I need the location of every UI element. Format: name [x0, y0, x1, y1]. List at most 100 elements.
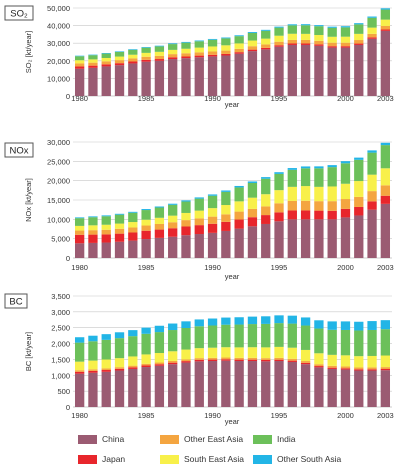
- bar-segment: [114, 233, 125, 242]
- bar-segment: [287, 200, 297, 211]
- bar-segment: [221, 38, 231, 46]
- bar-segment: [141, 365, 151, 368]
- bar-segment: [221, 347, 231, 358]
- bar-segment: [74, 68, 85, 96]
- bar-segment: [327, 165, 337, 168]
- bar-segment: [340, 46, 351, 48]
- legend-swatch: [78, 434, 97, 444]
- bar-segment: [300, 362, 311, 365]
- legend-label: Other East Asia: [184, 434, 244, 444]
- bar-segment: [247, 46, 258, 50]
- bar-segment: [207, 38, 218, 40]
- bar-segment: [141, 333, 151, 355]
- bar-segment: [234, 361, 244, 407]
- bar-segment: [194, 326, 204, 349]
- bar-segment: [247, 347, 258, 358]
- bar-segment: [88, 217, 98, 226]
- bar-segment: [128, 336, 138, 357]
- bar-segment: [367, 33, 377, 38]
- y-axis-label: SO₂ [kt/year]: [24, 31, 33, 74]
- bar-segment: [340, 47, 351, 96]
- bar-segment: [354, 369, 364, 371]
- x-tick-label: 1980: [71, 411, 88, 420]
- bar-segment: [128, 58, 138, 62]
- bar-segment: [300, 166, 311, 169]
- y-axis-label: NOx [kt/year]: [24, 178, 33, 222]
- bar-segment: [207, 46, 218, 52]
- bar-segment: [261, 47, 271, 50]
- bar-segment: [221, 53, 231, 56]
- bar-segment: [88, 360, 98, 370]
- bar-segment: [261, 223, 271, 258]
- chart-title: BC: [9, 297, 22, 308]
- bar-segment: [101, 359, 111, 369]
- x-tick-label: 1995: [271, 411, 288, 420]
- bar-segment: [261, 215, 271, 224]
- bar-segment: [141, 225, 151, 231]
- bar-segment: [367, 174, 377, 192]
- bar-segment: [128, 227, 138, 233]
- bar-segment: [194, 210, 204, 219]
- bar-segment: [154, 60, 165, 96]
- bar-segment: [287, 186, 297, 201]
- x-tick-label: 1995: [271, 94, 288, 103]
- bar-segment: [207, 347, 218, 358]
- x-tick-label: 1980: [71, 94, 88, 103]
- bar-segment: [261, 361, 271, 407]
- bar-segment: [207, 194, 218, 196]
- bar-segment: [128, 365, 138, 368]
- bar-segment: [380, 195, 391, 204]
- bar-segment: [74, 217, 85, 219]
- bar-segment: [168, 44, 178, 50]
- bar-segment: [114, 65, 125, 96]
- bar-segment: [181, 361, 191, 363]
- bar-segment: [207, 51, 218, 55]
- bar-segment: [234, 359, 244, 362]
- bar-segment: [287, 43, 297, 45]
- x-tick-label: 2003: [377, 94, 394, 103]
- bar-segment: [367, 17, 377, 28]
- chart-title-tab: [4, 293, 28, 309]
- bar-segment: [101, 64, 111, 67]
- bar-segment: [234, 187, 244, 202]
- bar-segment: [74, 361, 85, 371]
- bar-segment: [168, 323, 178, 331]
- bar-segment: [154, 364, 165, 366]
- bar-segment: [181, 200, 191, 202]
- bar-segment: [181, 212, 191, 221]
- bar-segment: [367, 355, 377, 368]
- bar-segment: [128, 49, 138, 55]
- bar-segment: [154, 223, 165, 230]
- bar-segment: [181, 201, 191, 213]
- bar-segment: [261, 347, 271, 359]
- bar-segment: [380, 142, 391, 146]
- y-tick-label: 2,000: [51, 340, 70, 349]
- x-tick-label: 2000: [337, 94, 354, 103]
- bar-segment: [88, 369, 98, 371]
- bar-segment: [88, 54, 98, 56]
- bar-segment: [261, 30, 271, 39]
- bar-segment: [74, 225, 85, 231]
- bar-segment: [314, 186, 324, 202]
- bar-segment: [74, 56, 85, 61]
- bar-segment: [340, 369, 351, 407]
- bar-segment: [88, 216, 98, 218]
- bar-segment: [128, 330, 138, 337]
- bar-segment: [154, 229, 165, 238]
- bar-segment: [154, 46, 165, 52]
- bar-segment: [207, 195, 218, 209]
- y-tick-label: 3,500: [51, 292, 70, 301]
- bar-segment: [314, 26, 324, 36]
- bar-segment: [340, 183, 351, 200]
- bar-segment: [300, 200, 311, 211]
- bar-segment: [141, 47, 151, 53]
- bar-segment: [141, 327, 151, 334]
- bar-segment: [114, 60, 125, 64]
- bar-segment: [314, 25, 324, 27]
- legend-label: South East Asia: [184, 454, 245, 464]
- bar-segment: [128, 240, 138, 258]
- bar-segment: [314, 210, 324, 220]
- bar-segment: [367, 329, 377, 356]
- bar-segment: [274, 46, 284, 96]
